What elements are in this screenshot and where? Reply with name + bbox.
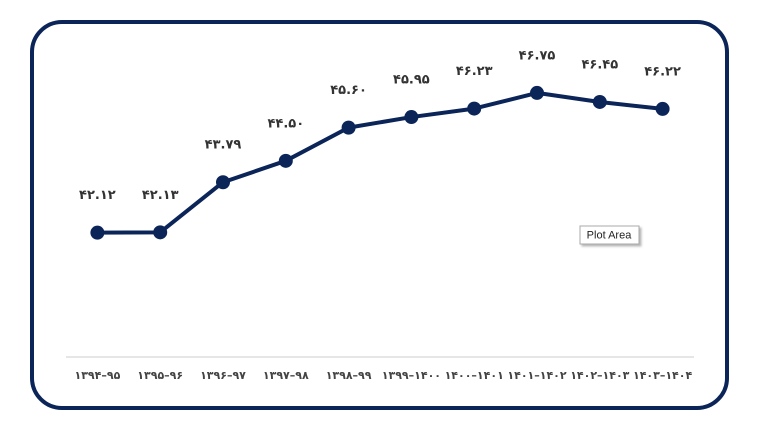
tooltip-box [579, 225, 640, 245]
data-label: ۴۲.۱۲ [79, 188, 116, 203]
data-point [592, 94, 607, 109]
x-tick-label: ۱۳۹۹–۱۴۰۰ [382, 369, 441, 382]
x-tick-label: ۱۴۰۰–۱۴۰۱ [445, 369, 504, 382]
data-point [467, 101, 482, 116]
x-tick-label: ۱۴۰۱–۱۴۰۲ [507, 369, 566, 382]
x-tick-label: ۱۴۰۳–۱۴۰۴ [633, 369, 692, 382]
x-tick-label: ۱۳۹۶–۹۷ [200, 369, 246, 382]
data-point [216, 175, 230, 190]
data-label: ۴۶.۷۵ [519, 48, 556, 63]
data-label: ۴۶.۲۳ [456, 64, 493, 79]
data-label: ۴۵.۶۰ [330, 83, 367, 98]
data-point [278, 153, 293, 168]
tooltip-text: Plot Area [587, 229, 633, 241]
data-label: ۴۲.۱۳ [142, 188, 179, 203]
x-tick-label: ۱۳۹۵–۹۶ [137, 369, 183, 382]
x-tick-label: ۱۴۰۲–۱۴۰۳ [570, 369, 629, 382]
data-label: ۴۶.۲۲ [644, 64, 681, 79]
data-point [153, 225, 168, 240]
data-label: ۴۶.۴۵ [581, 57, 618, 72]
data-label: ۴۴.۵۰ [267, 116, 304, 131]
data-label: ۴۵.۹۵ [393, 73, 430, 88]
data-point [404, 110, 419, 125]
series-line [97, 90, 663, 235]
chart-frame [30, 20, 729, 410]
tooltip: Plot Area [579, 225, 640, 245]
data-label: ۴۳.۷۹ [205, 138, 242, 153]
data-point [655, 101, 670, 116]
data-point [341, 120, 356, 135]
x-tick-label: ۱۳۹۷–۹۸ [263, 369, 309, 382]
x-tick-label: ۱۳۹۴–۹۵ [75, 369, 121, 382]
data-point [90, 225, 105, 240]
data-point [530, 85, 544, 100]
x-tick-label: ۱۳۹۸–۹۹ [326, 369, 372, 382]
